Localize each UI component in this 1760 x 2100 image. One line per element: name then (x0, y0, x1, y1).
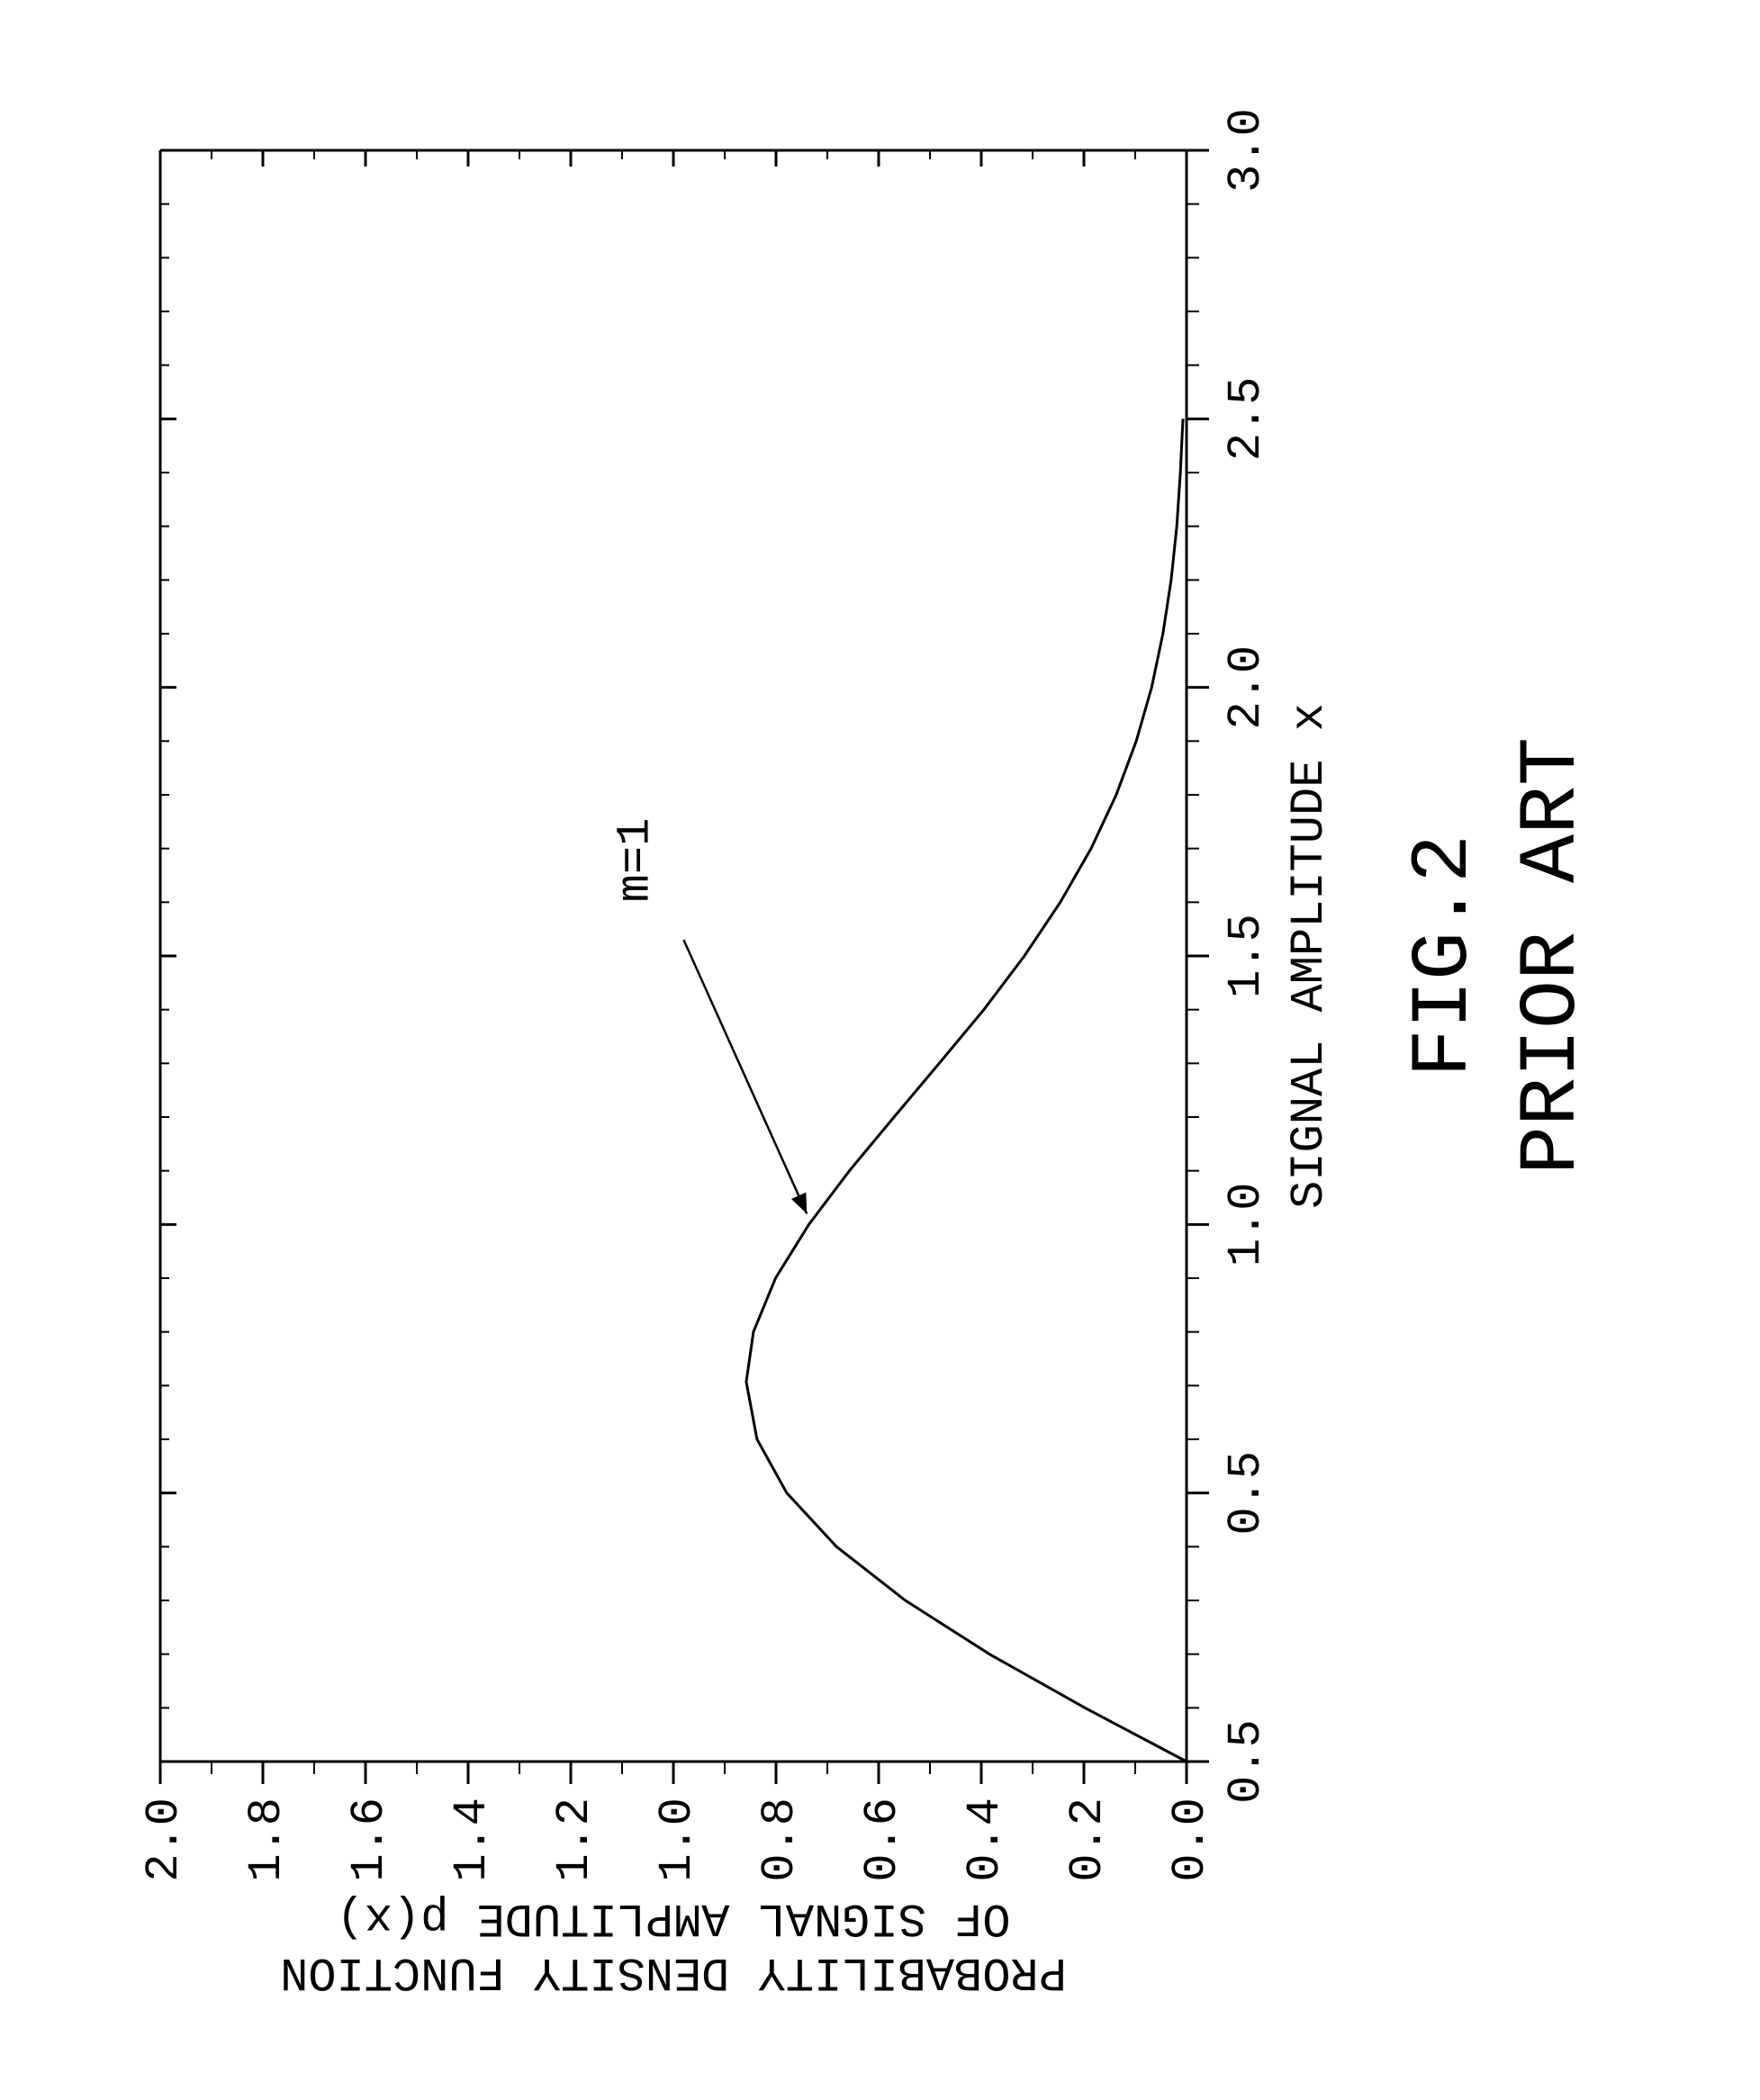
y-tick-label: 0.0 (1164, 1798, 1217, 1882)
y-tick-label: 0.2 (1061, 1798, 1115, 1882)
x-tick-label: 0.5 (1220, 1450, 1273, 1535)
y-axis-label-line2: OF SIGNAL AMPLITUDE p(x) (336, 1891, 1010, 1944)
chart-wrapper: 0.5 0.5 1.0 1.5 2.0 2.5 3.0 0.0 0.2 0.4 0.6 0.8 1.0 1… (70, 60, 1691, 2041)
y-tick-label: 1.2 (548, 1798, 601, 1882)
x-tick-label: 2.5 (1220, 376, 1273, 461)
annotation-arrow (683, 940, 807, 1213)
y-tick-label: 1.0 (651, 1798, 704, 1882)
chart-svg: 0.5 0.5 1.0 1.5 2.0 2.5 3.0 0.0 0.2 0.4 0.6 0.8 1.0 1… (70, 60, 1691, 2041)
x-tick-label: 3.0 (1220, 108, 1273, 193)
y-tick-label: 0.6 (856, 1798, 909, 1882)
figure-title-line2: PRIOR ART (1507, 736, 1599, 1174)
x-tick-label: 1.0 (1220, 1182, 1273, 1266)
x-tick-label: 0.5 (1220, 1719, 1273, 1804)
y-tick-label: 2.0 (138, 1798, 191, 1882)
y-tick-label: 0.4 (959, 1798, 1012, 1882)
x-tick-label: 2.0 (1220, 644, 1273, 729)
annotation-label: m=1 (609, 817, 662, 902)
y-tick-label: 0.8 (754, 1798, 807, 1882)
rayleigh-curve (745, 419, 1186, 1762)
y-tick-label: 1.4 (446, 1798, 499, 1882)
y-tick-label: 1.8 (240, 1798, 293, 1882)
figure-title-line1: FIG.2 (1399, 834, 1491, 1077)
x-axis-label: SIGNAL AMPLITUDE x (1283, 703, 1336, 1209)
x-tick-label: 1.5 (1220, 914, 1273, 998)
figure-container: 0.5 0.5 1.0 1.5 2.0 2.5 3.0 0.0 0.2 0.4 0.6 0.8 1.0 1… (70, 60, 1691, 2041)
y-axis-label-line1: PROBABILITY DENSITY FUNCTION (280, 1945, 1067, 1998)
y-tick-label: 1.6 (343, 1798, 396, 1882)
